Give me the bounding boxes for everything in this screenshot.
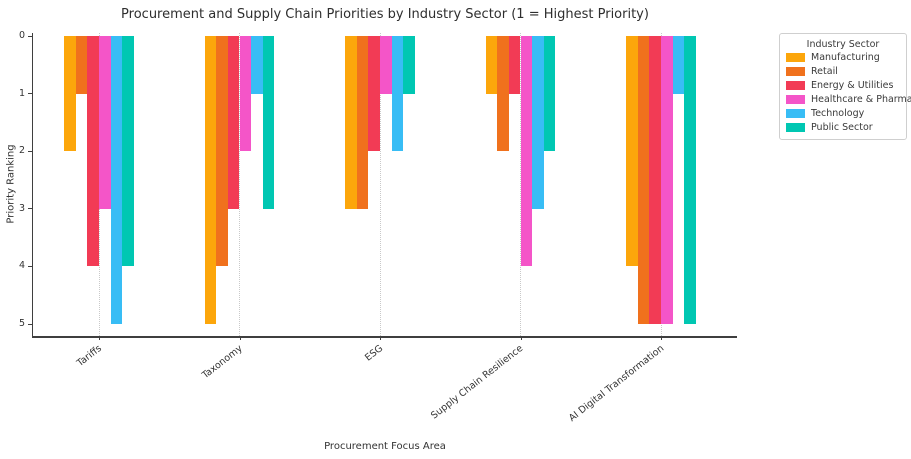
legend-label: Retail bbox=[811, 66, 838, 77]
bar-energy-utilities-esg bbox=[368, 36, 380, 152]
bar-healthcare-pharma-esg bbox=[380, 36, 392, 94]
legend-entry: Healthcare & Pharma bbox=[786, 95, 911, 105]
y-tick bbox=[28, 323, 32, 325]
legend-swatch-healthcare-pharma bbox=[786, 95, 805, 105]
x-tick-label-tariffs: Tariffs bbox=[74, 343, 104, 369]
x-tick bbox=[239, 336, 241, 340]
bar-technology-taxonomy bbox=[251, 36, 263, 94]
bar-energy-utilities-taxonomy bbox=[227, 36, 240, 209]
bar-public-sector-taxonomy bbox=[262, 36, 275, 209]
y-tick-label: 1 bbox=[18, 87, 25, 99]
bar-retail-ai-digital-transformation bbox=[637, 36, 650, 324]
x-axis-line bbox=[32, 336, 737, 338]
bar-healthcare-pharma-ai-digital-transformation bbox=[661, 36, 673, 324]
x-tick-label-esg: ESG bbox=[362, 343, 385, 364]
legend-label: Energy & Utilities bbox=[811, 80, 894, 91]
legend-swatch-retail bbox=[786, 67, 805, 77]
y-tick bbox=[28, 35, 32, 37]
chart-title: Procurement and Supply Chain Priorities … bbox=[121, 7, 649, 22]
bar-public-sector-supply-chain-resilience bbox=[543, 36, 556, 152]
legend-label: Healthcare & Pharma bbox=[811, 94, 911, 105]
bar-energy-utilities-tariffs bbox=[87, 36, 99, 267]
bar-healthcare-pharma-supply-chain-resilience bbox=[520, 36, 533, 267]
x-tick bbox=[380, 336, 381, 340]
legend-label: Manufacturing bbox=[811, 52, 880, 63]
bar-energy-utilities-ai-digital-transformation bbox=[649, 36, 661, 324]
legend-title: Industry Sector bbox=[806, 39, 880, 50]
bar-manufacturing-tariffs bbox=[64, 36, 76, 152]
bar-manufacturing-ai-digital-transformation bbox=[626, 36, 638, 267]
x-tick-label-ai-digital-transformation: AI Digital Transformation bbox=[566, 343, 666, 424]
bar-retail-esg bbox=[356, 36, 369, 209]
legend-label: Public Sector bbox=[811, 122, 873, 133]
x-tick-label-supply-chain-resilience: Supply Chain Resilience bbox=[429, 343, 526, 422]
legend: Industry Sector Manufacturing Retail Ene… bbox=[779, 33, 911, 140]
legend-swatch-technology bbox=[786, 109, 805, 119]
bar-manufacturing-taxonomy bbox=[204, 36, 217, 324]
legend-entry: Retail bbox=[786, 67, 900, 77]
bar-technology-ai-digital-transformation bbox=[672, 36, 685, 94]
legend-swatch-manufacturing bbox=[786, 53, 805, 63]
bar-manufacturing-supply-chain-resilience bbox=[485, 36, 498, 94]
legend-entry: Energy & Utilities bbox=[786, 81, 900, 91]
y-tick bbox=[28, 150, 32, 152]
y-tick-label: 5 bbox=[18, 318, 25, 329]
bar-energy-utilities-supply-chain-resilience bbox=[508, 36, 521, 94]
bar-healthcare-pharma-taxonomy bbox=[239, 36, 252, 152]
bar-retail-tariffs bbox=[75, 36, 88, 94]
x-tick bbox=[661, 336, 662, 340]
gridline bbox=[239, 33, 240, 336]
x-tick bbox=[520, 336, 522, 340]
bar-technology-supply-chain-resilience bbox=[532, 36, 544, 209]
legend-entry: Technology bbox=[786, 109, 900, 119]
legend-entry: Public Sector bbox=[786, 123, 900, 133]
gridline bbox=[379, 33, 381, 336]
y-tick bbox=[28, 265, 32, 267]
bar-public-sector-ai-digital-transformation bbox=[684, 36, 696, 324]
legend-swatch-public-sector bbox=[786, 123, 805, 133]
bar-public-sector-tariffs bbox=[122, 36, 134, 267]
bar-public-sector-esg bbox=[403, 36, 415, 94]
y-tick bbox=[28, 208, 32, 210]
y-tick-label: 0 bbox=[18, 30, 25, 41]
bar-retail-supply-chain-resilience bbox=[497, 36, 509, 152]
bar-healthcare-pharma-tariffs bbox=[99, 36, 111, 209]
x-tick bbox=[99, 336, 100, 340]
y-tick-label: 4 bbox=[18, 260, 25, 272]
bar-technology-tariffs bbox=[110, 36, 123, 324]
bar-retail-taxonomy bbox=[216, 36, 228, 267]
bar-technology-esg bbox=[391, 36, 404, 152]
bar-manufacturing-esg bbox=[345, 36, 357, 209]
y-tick-label: 3 bbox=[18, 202, 25, 214]
y-tick-label: 2 bbox=[18, 145, 25, 157]
legend-swatch-energy-utilities bbox=[786, 81, 805, 91]
legend-label: Technology bbox=[811, 108, 865, 119]
y-axis-line bbox=[32, 33, 33, 337]
x-tick-label-taxonomy: Taxonomy bbox=[199, 343, 245, 382]
y-tick bbox=[28, 93, 32, 95]
legend-entry: Manufacturing bbox=[786, 53, 900, 63]
x-axis-label: Procurement Focus Area bbox=[324, 441, 446, 452]
